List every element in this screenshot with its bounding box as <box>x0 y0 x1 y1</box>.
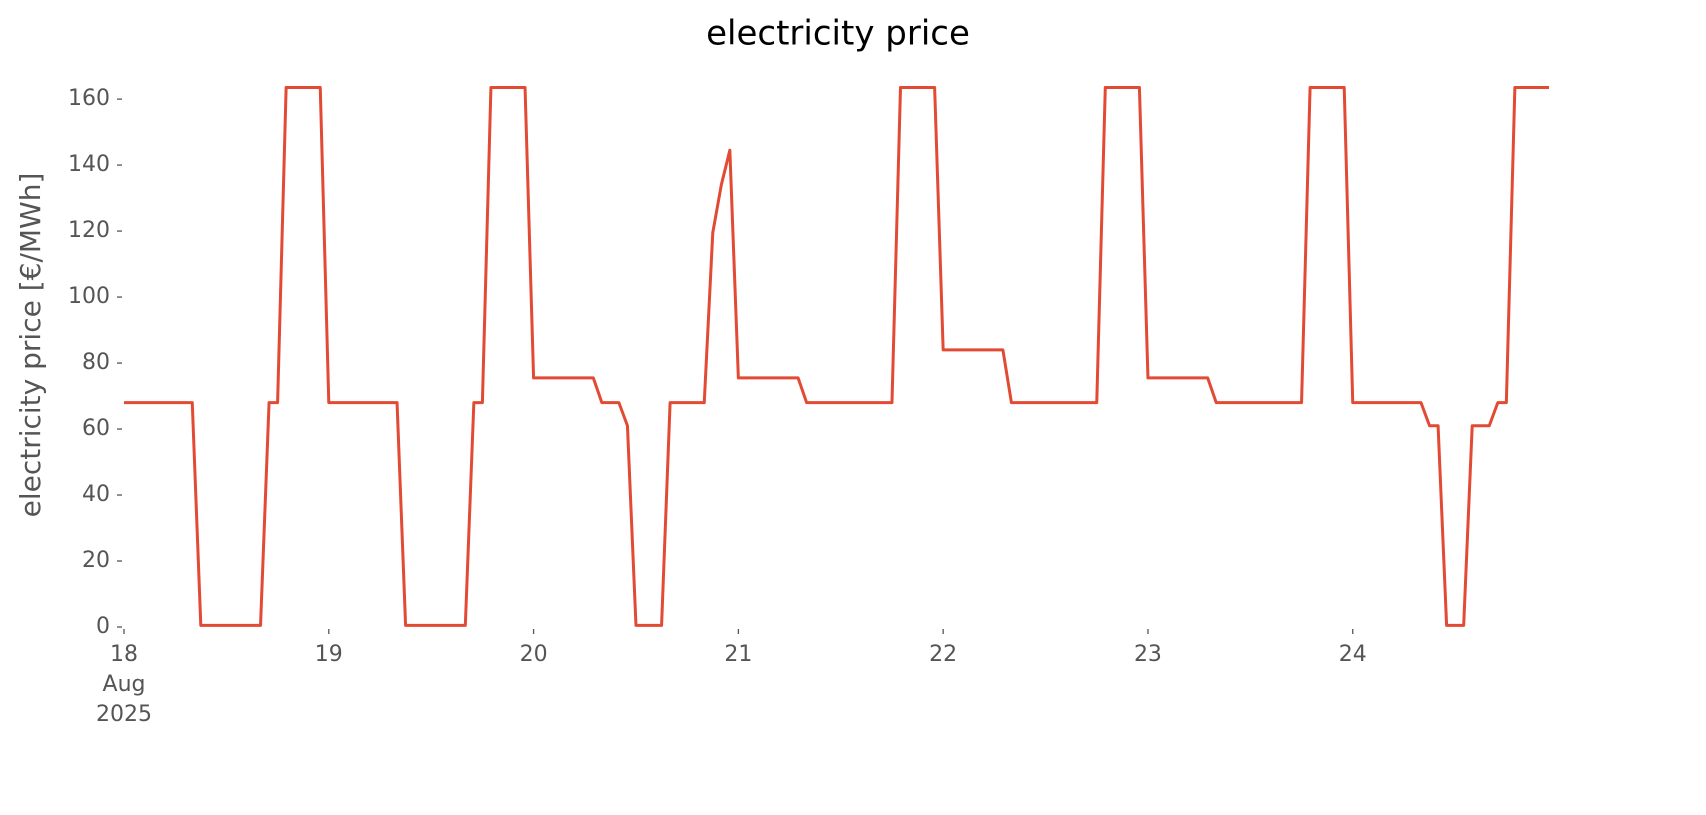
y-tick-label: 40 <box>82 482 110 507</box>
y-tick-label: 80 <box>82 350 110 375</box>
chart-title: electricity price <box>706 14 970 54</box>
x-tick-label: 2025 <box>96 702 152 727</box>
y-tick-label: 160 <box>68 86 110 111</box>
y-tick-label: 120 <box>68 218 110 243</box>
x-tick-label: 21 <box>724 642 752 667</box>
line <box>124 86 1549 627</box>
y-tick-label: 0 <box>96 614 110 639</box>
y-axis-label: electricity price [€/MWh] <box>14 173 47 518</box>
y-tick-label: 100 <box>68 284 110 309</box>
x-tick-label: 24 <box>1339 642 1367 667</box>
x-tick-label: 20 <box>520 642 548 667</box>
y-tick-label: 20 <box>82 548 110 573</box>
x-tick-label: Aug <box>103 672 146 697</box>
y-tick-label: 60 <box>82 416 110 441</box>
x-tick-label: 19 <box>315 642 343 667</box>
x-tick-label: 22 <box>929 642 957 667</box>
y-tick-label: 140 <box>68 152 110 177</box>
x-tick-label: 23 <box>1134 642 1162 667</box>
x-tick-label: 18 <box>110 642 138 667</box>
